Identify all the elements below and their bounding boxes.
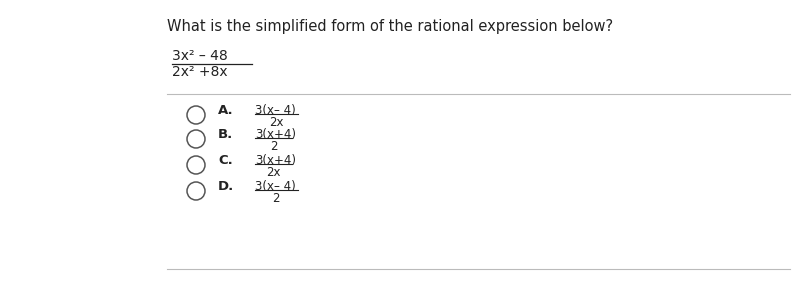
Text: 3(x– 4): 3(x– 4) [255, 180, 296, 193]
Text: 3x² – 48: 3x² – 48 [172, 49, 228, 63]
Text: A.: A. [218, 104, 234, 117]
Text: 3(x+4): 3(x+4) [255, 128, 296, 141]
Text: 2x² +8x: 2x² +8x [172, 65, 228, 79]
Text: What is the simplified form of the rational expression below?: What is the simplified form of the ratio… [167, 19, 613, 34]
Text: D.: D. [218, 179, 234, 193]
Text: 3(x– 4): 3(x– 4) [255, 104, 296, 117]
Text: B.: B. [218, 127, 234, 141]
Text: 2x: 2x [266, 166, 281, 179]
Text: 2: 2 [273, 192, 280, 205]
Text: 2x: 2x [269, 116, 283, 129]
Text: 3(x+4): 3(x+4) [255, 154, 296, 167]
Text: 2: 2 [270, 140, 277, 153]
Text: C.: C. [218, 154, 233, 166]
